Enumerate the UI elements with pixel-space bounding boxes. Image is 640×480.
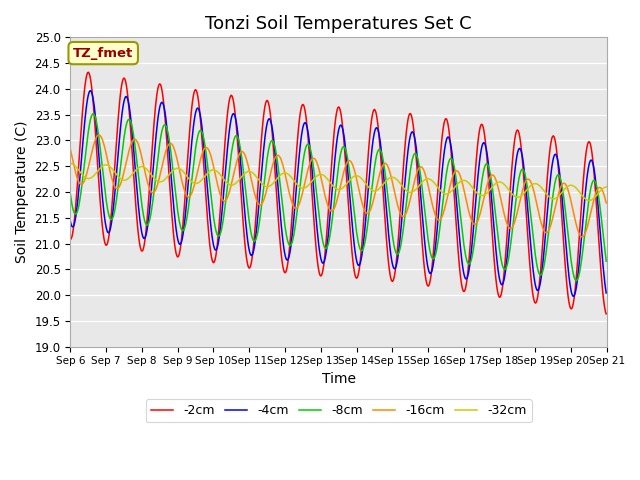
-8cm bbox=[67, 192, 74, 197]
-2cm bbox=[186, 119, 194, 125]
-4cm bbox=[602, 290, 610, 296]
-2cm bbox=[420, 258, 428, 264]
-16cm bbox=[579, 234, 586, 240]
-32cm bbox=[419, 179, 427, 184]
-4cm bbox=[404, 148, 412, 154]
-4cm bbox=[186, 155, 194, 160]
-2cm bbox=[132, 205, 140, 211]
-32cm bbox=[76, 169, 84, 175]
-2cm bbox=[76, 142, 84, 148]
-16cm bbox=[186, 193, 194, 199]
-8cm bbox=[404, 186, 412, 192]
-4cm bbox=[215, 238, 223, 243]
-4cm bbox=[67, 219, 74, 225]
Line: -8cm: -8cm bbox=[70, 114, 606, 281]
-16cm bbox=[132, 137, 140, 143]
-16cm bbox=[95, 132, 102, 138]
-2cm bbox=[404, 117, 412, 122]
-8cm bbox=[132, 151, 140, 157]
-2cm bbox=[215, 228, 223, 233]
-32cm bbox=[602, 184, 610, 190]
-4cm bbox=[76, 173, 84, 179]
-32cm bbox=[214, 169, 222, 175]
-16cm bbox=[215, 186, 223, 192]
-2cm bbox=[67, 237, 74, 242]
-32cm bbox=[131, 168, 139, 174]
X-axis label: Time: Time bbox=[322, 372, 356, 386]
-8cm bbox=[76, 195, 84, 201]
-8cm bbox=[186, 189, 194, 195]
Text: TZ_fmet: TZ_fmet bbox=[73, 47, 133, 60]
-4cm bbox=[570, 293, 577, 299]
-8cm bbox=[90, 111, 97, 117]
Y-axis label: Soil Temperature (C): Soil Temperature (C) bbox=[15, 121, 29, 263]
-4cm bbox=[132, 175, 140, 180]
Legend: -2cm, -4cm, -8cm, -16cm, -32cm: -2cm, -4cm, -8cm, -16cm, -32cm bbox=[146, 399, 532, 422]
-8cm bbox=[420, 198, 428, 204]
-8cm bbox=[215, 233, 223, 239]
-32cm bbox=[585, 198, 593, 204]
-2cm bbox=[602, 311, 610, 317]
-16cm bbox=[404, 205, 412, 211]
-16cm bbox=[76, 181, 84, 187]
Line: -4cm: -4cm bbox=[70, 91, 606, 296]
Line: -16cm: -16cm bbox=[70, 135, 606, 237]
-16cm bbox=[420, 167, 428, 173]
-2cm bbox=[84, 69, 92, 75]
-32cm bbox=[403, 189, 411, 194]
-16cm bbox=[602, 200, 610, 206]
-8cm bbox=[573, 278, 580, 284]
-32cm bbox=[186, 177, 193, 182]
-16cm bbox=[67, 146, 74, 152]
Line: -2cm: -2cm bbox=[70, 72, 606, 314]
-8cm bbox=[602, 258, 610, 264]
Title: Tonzi Soil Temperatures Set C: Tonzi Soil Temperatures Set C bbox=[205, 15, 472, 33]
-32cm bbox=[67, 160, 74, 166]
Line: -32cm: -32cm bbox=[70, 163, 606, 201]
-4cm bbox=[420, 228, 428, 233]
-4cm bbox=[86, 88, 94, 94]
